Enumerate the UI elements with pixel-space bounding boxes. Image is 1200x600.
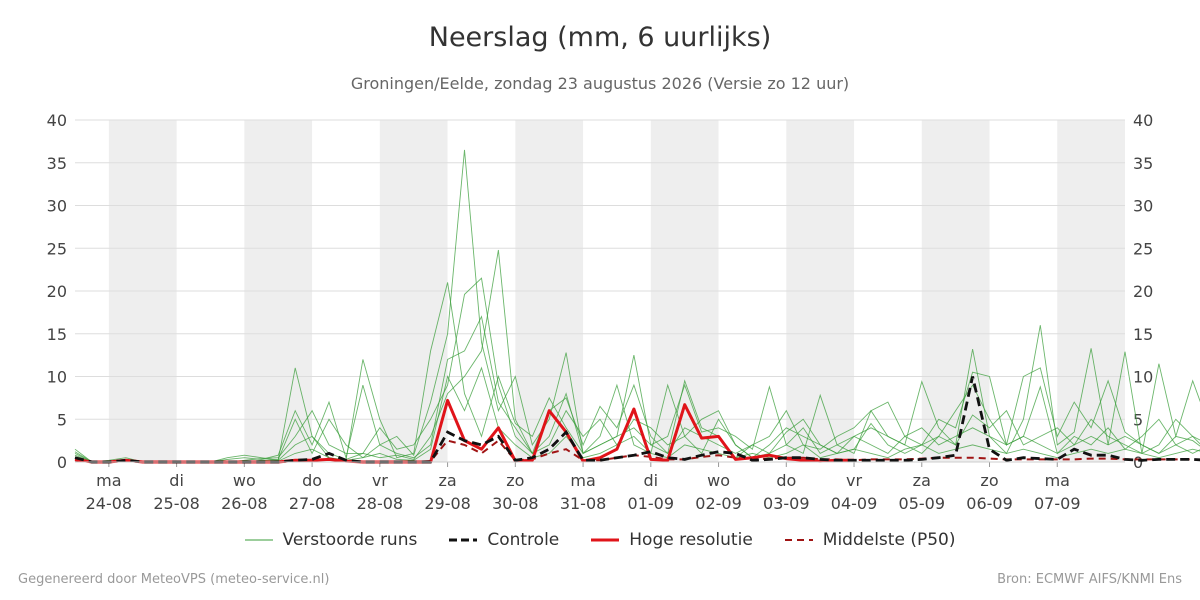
x-tick-day: do [776,471,796,490]
x-tick-day: za [438,471,456,490]
x-tick-day: ma [1045,471,1070,490]
x-tick-date: 02-09 [695,494,742,513]
y-tick-label-left: 25 [47,239,67,258]
x-tick-date: 29-08 [424,494,471,513]
legend-swatch-control [449,538,478,542]
footer-source: Bron: ECMWF AIFS/KNMI Ens [997,572,1182,587]
y-tick-label-left: 0 [57,453,67,472]
legend-swatch-high-res [591,538,620,542]
y-tick-label-right: 15 [1133,325,1153,344]
y-tick-label-left: 20 [47,282,67,301]
chart-title: Neerslag (mm, 6 uurlijks) [428,22,772,53]
legend-label-control: Controle [487,530,560,550]
legend-item-ensemble: Verstoorde runs [244,530,418,550]
x-tick-day: zo [506,471,524,490]
y-tick-label-left: 40 [47,111,67,130]
chart-legend: Verstoorde runs Controle Hoge resolutie … [0,530,1200,550]
x-tick-day: vr [846,471,862,490]
ensemble-member-line [74,366,1200,463]
x-tick-day: vr [372,471,388,490]
x-tick-day: ma [96,471,121,490]
y-tick-label-left: 30 [47,197,67,216]
x-tick-date: 30-08 [492,494,539,513]
x-tick-date: 31-08 [560,494,607,513]
x-tick-date: 01-09 [628,494,675,513]
legend-item-high-res: Hoge resolutie [591,530,753,550]
y-tick-label-left: 10 [47,368,67,387]
y-tick-label-right: 0 [1133,453,1143,472]
x-tick-date: 07-09 [1034,494,1081,513]
legend-swatch-median [784,539,813,541]
ensemble-member-line [74,315,1200,463]
x-tick-day: di [644,471,659,490]
y-tick-label-right: 40 [1133,111,1153,130]
x-tick-date: 24-08 [86,494,133,513]
x-tick-date: 27-08 [289,494,336,513]
y-tick-label-right: 30 [1133,197,1153,216]
ensemble-member-line [74,149,1200,463]
y-tick-label-right: 35 [1133,154,1153,173]
legend-label-median: Middelste (P50) [822,530,956,550]
ensemble-member-line [74,249,1200,463]
x-tick-day: ma [570,471,595,490]
legend-swatch-ensemble [244,539,273,541]
x-tick-date: 04-09 [831,494,878,513]
control-line [74,376,1200,464]
x-tick-date: 05-09 [899,494,946,513]
median-line [74,439,1200,463]
x-tick-day: za [913,471,931,490]
ensemble-member-line [74,277,1200,463]
legend-label-ensemble: Verstoorde runs [282,530,418,550]
x-tick-date: 06-09 [966,494,1013,513]
y-tick-label-right: 5 [1133,410,1143,429]
footer-generated-by: Gegenereerd door MeteoVPS (meteo-service… [18,572,330,587]
y-tick-label-right: 10 [1133,368,1153,387]
x-tick-day: wo [707,471,730,490]
y-tick-label-right: 20 [1133,282,1153,301]
x-tick-day: zo [980,471,998,490]
y-tick-label-left: 35 [47,154,67,173]
y-tick-label-left: 15 [47,325,67,344]
x-tick-day: di [169,471,184,490]
y-tick-label-right: 25 [1133,239,1153,258]
chart-subtitle: Groningen/Eelde, zondag 23 augustus 2026… [350,74,850,93]
x-tick-day: wo [233,471,256,490]
legend-label-high-res: Hoge resolutie [629,530,753,550]
x-tick-date: 03-09 [763,494,810,513]
y-tick-label-left: 5 [57,410,67,429]
x-tick-date: 26-08 [221,494,268,513]
x-tick-day: do [302,471,322,490]
legend-item-median: Middelste (P50) [784,530,956,550]
x-tick-date: 28-08 [357,494,404,513]
legend-item-control: Controle [449,530,559,550]
x-tick-date: 25-08 [153,494,200,513]
